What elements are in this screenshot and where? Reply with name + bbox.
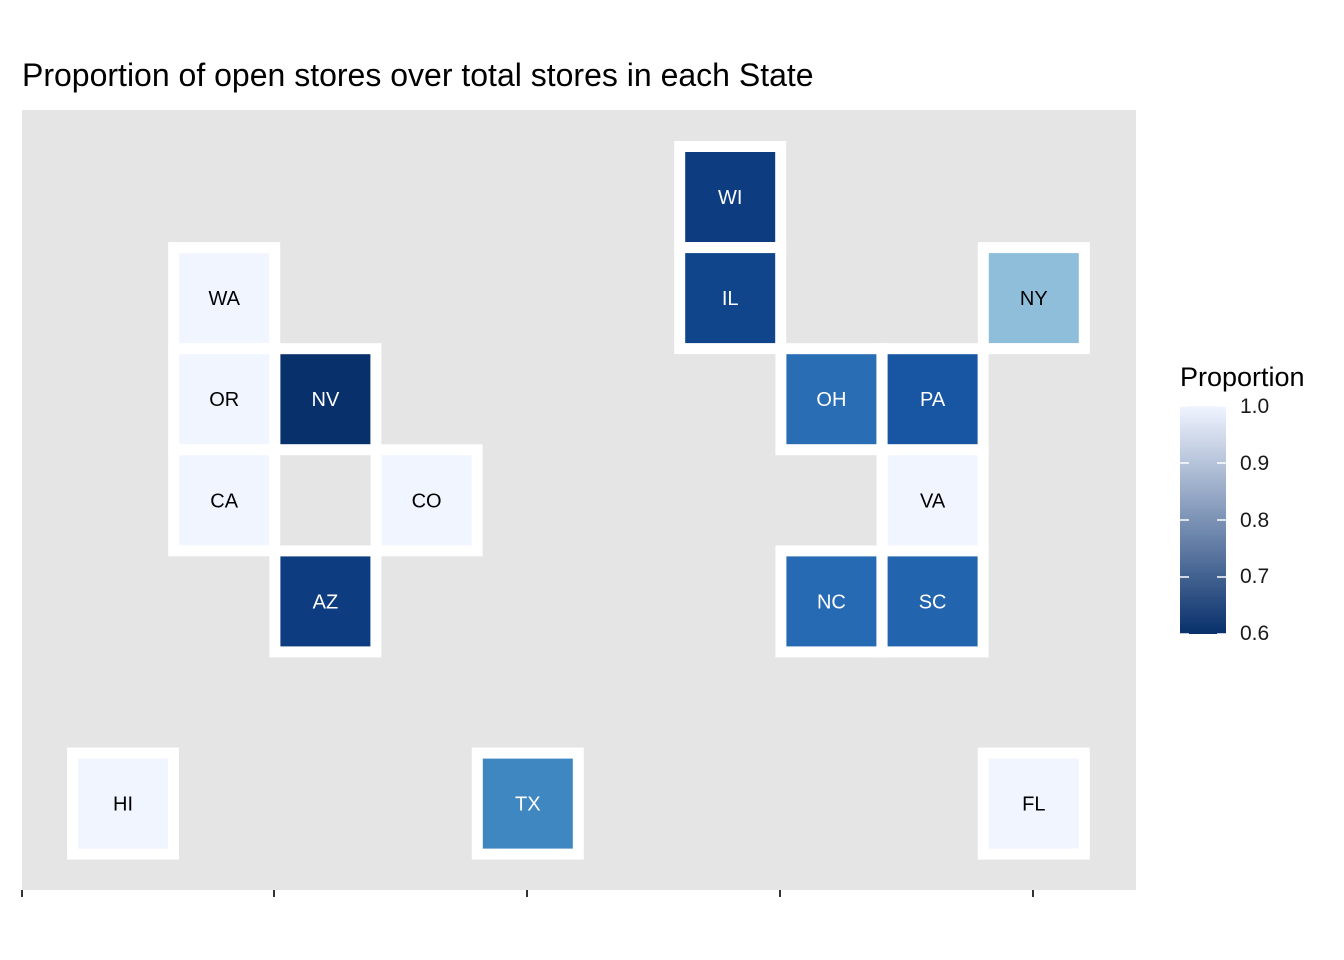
tile-label-ca: CA	[210, 490, 238, 512]
tile-tx	[482, 758, 573, 849]
tile-label-co: CO	[412, 490, 442, 512]
tile-ca	[179, 455, 270, 546]
tile-label-fl: FL	[1022, 794, 1045, 816]
tile-nc	[786, 556, 877, 647]
tile-label-tx: TX	[515, 794, 541, 816]
tile-nv	[280, 354, 371, 445]
tile-wi	[685, 152, 776, 242]
tiles-layer: WI WA IL NY OR NV OH PA CA CO VA AZ NC SC HI TX FL	[67, 141, 1090, 860]
tile-label-il: IL	[722, 288, 739, 310]
tile-label-pa: PA	[920, 389, 946, 411]
legend-tick-marks	[1180, 405, 1226, 635]
tile-label-wi: WI	[718, 187, 742, 209]
tile-label-ny: NY	[1020, 288, 1048, 310]
tile-label-az: AZ	[313, 591, 339, 613]
tile-pa	[887, 354, 978, 445]
chart-title: Proportion of open stores over total sto…	[22, 57, 814, 93]
tile-sc	[887, 556, 978, 647]
legend-tick-label: 0.6	[1240, 622, 1270, 645]
tile-az	[280, 556, 371, 647]
tile-or	[179, 354, 270, 445]
tile-label-or: OR	[209, 389, 239, 411]
legend-tick-label: 0.7	[1240, 565, 1270, 588]
tile-label-nv: NV	[312, 389, 340, 411]
tile-hi	[78, 758, 168, 849]
tile-fl	[988, 758, 1079, 849]
tile-label-sc: SC	[919, 591, 947, 613]
tile-oh	[786, 354, 877, 445]
tile-label-hi: HI	[113, 794, 133, 816]
legend-tick-label: 0.9	[1240, 452, 1270, 475]
tile-label-va: VA	[920, 490, 946, 512]
legend-tick-label: 1.0	[1240, 395, 1270, 418]
legend-tick-label: 0.8	[1240, 509, 1270, 532]
tile-va	[887, 455, 978, 546]
x-axis	[21, 890, 1034, 897]
tile-co	[381, 455, 472, 546]
tile-label-wa: WA	[208, 288, 240, 310]
tile-il	[685, 253, 776, 344]
legend-title: Proportion	[1180, 362, 1305, 392]
tile-label-oh: OH	[816, 389, 846, 411]
tile-wa	[179, 253, 270, 344]
tile-label-nc: NC	[817, 591, 846, 613]
tile-ny	[988, 253, 1079, 344]
